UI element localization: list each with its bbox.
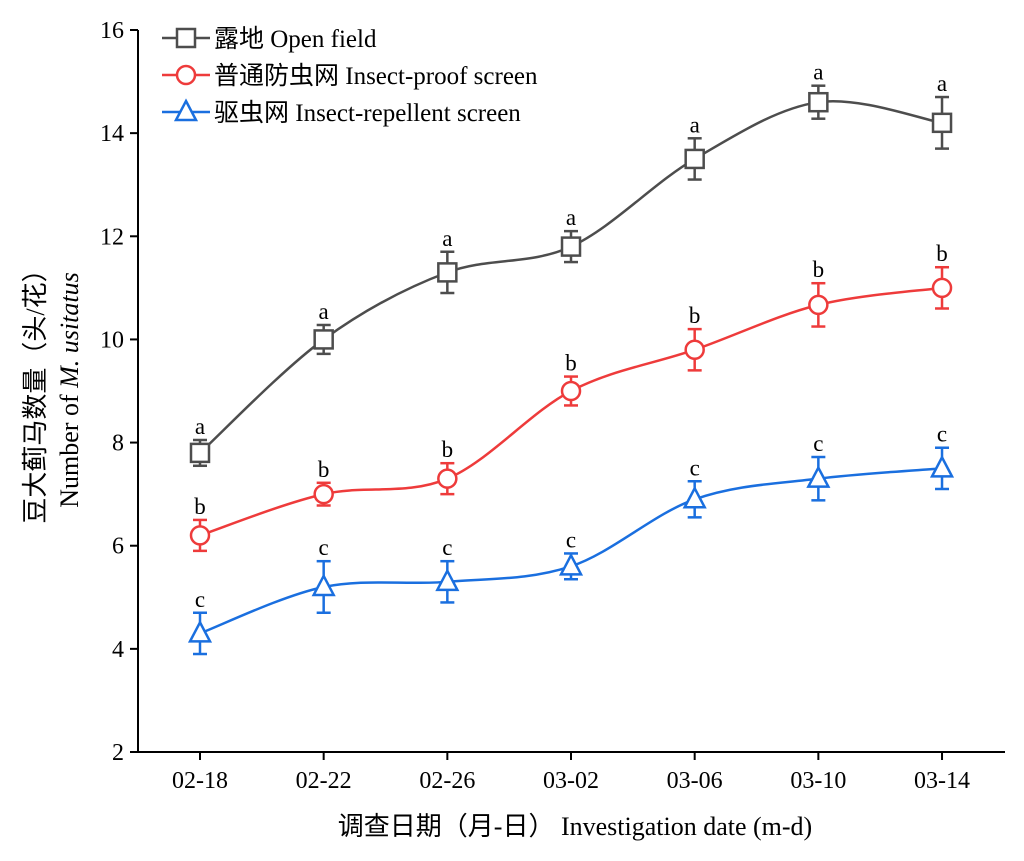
data-point-triangle: [311, 573, 336, 597]
data-point-circle: [313, 483, 334, 505]
significance-letter: c: [195, 587, 205, 612]
legend-item: 露地 Open field: [162, 25, 377, 53]
significance-letter: b: [194, 494, 206, 519]
y-axis-label-species: M. usitatus: [55, 272, 84, 389]
data-point-triangle: [806, 464, 831, 488]
significance-letter: c: [690, 455, 700, 480]
y-axis-label-en: Number of M. usitatus: [55, 272, 84, 507]
series-line: [199, 286, 943, 537]
data-point-triangle: [435, 568, 460, 592]
legend-marker-triangle: [173, 98, 199, 122]
series-1: b b b b b b b: [189, 241, 953, 553]
significance-letter: a: [319, 299, 329, 324]
y-tick-label: 6: [112, 534, 124, 560]
significance-letter: b: [689, 303, 701, 328]
significance-letter: c: [566, 527, 576, 552]
data-point-square: [189, 442, 211, 464]
data-point-circle: [808, 294, 829, 316]
significance-letter: a: [813, 60, 823, 85]
data-point-triangle: [187, 619, 213, 643]
significance-letter: b: [442, 437, 454, 462]
significance-letter: b: [565, 351, 577, 376]
legend-label: 露地 Open field: [214, 25, 377, 53]
y-axis-label-prefix: Number of: [55, 388, 84, 508]
significance-letter: a: [690, 112, 700, 137]
legend-marker-square: [175, 27, 197, 49]
data-point-square: [684, 148, 705, 170]
data-point-square: [808, 91, 829, 113]
legend: 露地 Open field 普通防虫网 Insect-proof screen 驱虫…: [162, 25, 538, 127]
significance-letter: c: [937, 422, 947, 447]
data-point-triangle: [929, 454, 955, 478]
y-tick-label: 2: [112, 740, 124, 766]
significance-letter: a: [566, 205, 576, 230]
y-axis-label-cn: 豆大蓟马数量（头/花）: [21, 256, 50, 523]
x-tick-label: 02-26: [419, 768, 475, 794]
legend-label: 普通防虫网 Insect-proof screen: [214, 62, 538, 90]
y-tick-label: 14: [100, 121, 124, 147]
significance-letter: b: [318, 457, 330, 482]
x-tick-label: 02-18: [172, 768, 228, 794]
legend-item: 驱虫网 Insect-repellent screen: [162, 98, 521, 127]
data-point-square: [313, 329, 334, 350]
x-axis-label: 调查日期（月-日） Investigation date (m-d): [338, 812, 812, 841]
significance-letter: c: [442, 535, 452, 560]
data-point-triangle: [558, 552, 584, 576]
data-point-circle: [560, 380, 582, 402]
significance-letter: c: [319, 535, 329, 560]
significance-letter: a: [442, 226, 452, 251]
significance-letter: c: [813, 431, 823, 456]
data-point-square: [931, 112, 953, 134]
significance-letter: a: [937, 71, 947, 96]
x-tick-label: 03-02: [543, 768, 599, 794]
data-point-circle: [189, 525, 211, 546]
x-tick-label: 03-06: [667, 768, 723, 794]
series-2: c c c c c c c: [187, 422, 955, 656]
y-tick-label: 16: [100, 18, 124, 44]
x-tick-label: 03-14: [914, 768, 970, 794]
series-0: a a a a a a a: [189, 60, 953, 468]
data-point-square: [437, 262, 458, 283]
significance-letter: a: [195, 414, 205, 439]
data-point-square: [560, 236, 582, 257]
x-tick-label: 02-22: [296, 768, 352, 794]
data-point-circle: [931, 277, 953, 299]
data-point-circle: [684, 339, 705, 360]
y-tick-label: 12: [100, 224, 124, 250]
y-tick-label: 10: [100, 327, 124, 353]
data-point-triangle: [682, 485, 707, 509]
legend-item: 普通防虫网 Insect-proof screen: [162, 62, 538, 90]
y-tick-label: 8: [112, 431, 124, 457]
x-tick-label: 03-10: [790, 768, 846, 794]
legend-label: 驱虫网 Insect-repellent screen: [214, 99, 521, 127]
data-point-circle: [437, 468, 458, 489]
significance-letter: b: [936, 241, 948, 266]
legend-marker-circle: [175, 64, 197, 86]
y-tick-label: 4: [112, 637, 124, 663]
significance-letter: b: [813, 257, 825, 282]
